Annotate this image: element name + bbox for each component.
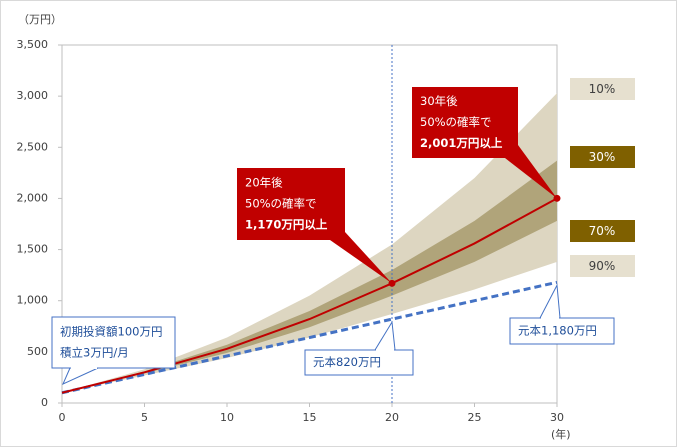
y-tick-label: 3,500 [17, 38, 49, 51]
x-tick-label: 20 [385, 411, 399, 424]
x-tick-label: 5 [141, 411, 148, 424]
callout-box [237, 168, 345, 240]
x-tick-label: 25 [468, 411, 482, 424]
callout-pointer [505, 145, 557, 199]
callout-text: 20年後 [245, 176, 283, 190]
callout-text: 初期投資額100万円 [60, 325, 162, 339]
legend-label: 70% [589, 224, 616, 238]
x-tick-label: 0 [59, 411, 66, 424]
x-tick-label: 15 [303, 411, 317, 424]
callout-text: 50%の確率で [420, 115, 492, 129]
y-tick-label: 0 [41, 396, 48, 409]
y-tick-label: 2,000 [17, 191, 49, 204]
callout-text: 30年後 [420, 94, 458, 108]
x-tick-label: 10 [220, 411, 234, 424]
legend-swatch [570, 220, 635, 242]
callout-pointer [330, 232, 392, 284]
callout-box [412, 87, 518, 158]
legend-swatch [570, 255, 635, 277]
principal-line [61, 280, 558, 395]
legend-swatch [570, 78, 635, 100]
y-tick-label: 1,500 [17, 243, 49, 256]
legend-label: 90% [589, 259, 616, 273]
y-unit: （万円） [18, 13, 62, 26]
x-unit: (年) [551, 427, 571, 441]
callout-text: 2,001万円以上 [420, 136, 503, 150]
callout-text: 元本1,180万円 [518, 324, 597, 338]
callout-box [304, 349, 414, 376]
y-tick-label: 1,000 [17, 294, 49, 307]
legend-label: 10% [589, 82, 616, 96]
y-tick-label: 3,000 [17, 89, 49, 102]
callout-text: 1,170万円以上 [245, 218, 328, 232]
legend-swatch [570, 146, 635, 168]
legend-label: 30% [589, 150, 616, 164]
callout-text: 元本820万円 [313, 355, 381, 369]
median-line [61, 197, 558, 394]
callout-box [509, 317, 615, 345]
y-tick-label: 2,500 [17, 140, 49, 153]
callout-text: 50%の確率で [245, 197, 317, 211]
x-tick-label: 30 [550, 411, 564, 424]
callout-box [51, 316, 176, 369]
callout-text: 積立3万円/月 [60, 346, 129, 360]
y-tick-label: 500 [27, 345, 48, 358]
